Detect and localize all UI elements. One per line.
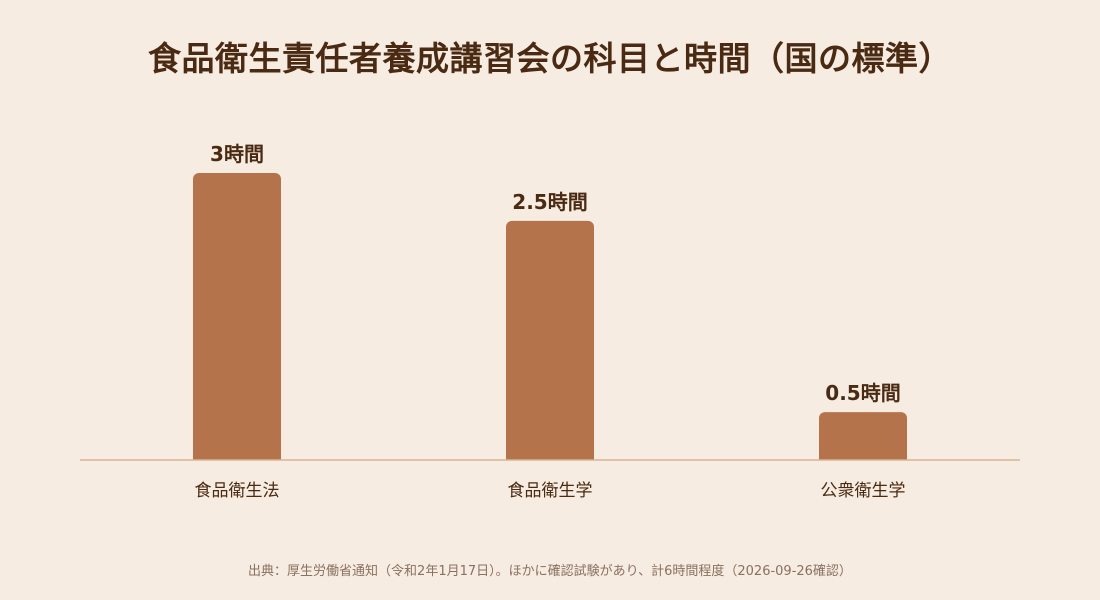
bars-group [0,173,1100,468]
baseline-mask [0,460,1100,468]
value-label: 2.5時間 [512,190,587,214]
chart-title: 食品衛生責任者養成講習会の科目と時間（国の標準） [148,39,952,78]
category-label: 食品衛生法 [195,481,280,501]
value-label: 0.5時間 [825,381,900,405]
bar [506,220,594,466]
bar [193,173,281,466]
category-label: 食品衛生学 [508,481,593,501]
bar [819,412,907,466]
source-note: 出典：厚生労働省通知（令和2年1月17日）。ほかに確認試験があり、計6時間程度（… [248,564,852,579]
category-label: 公衆衛生学 [821,481,906,501]
value-label: 3時間 [210,142,264,166]
